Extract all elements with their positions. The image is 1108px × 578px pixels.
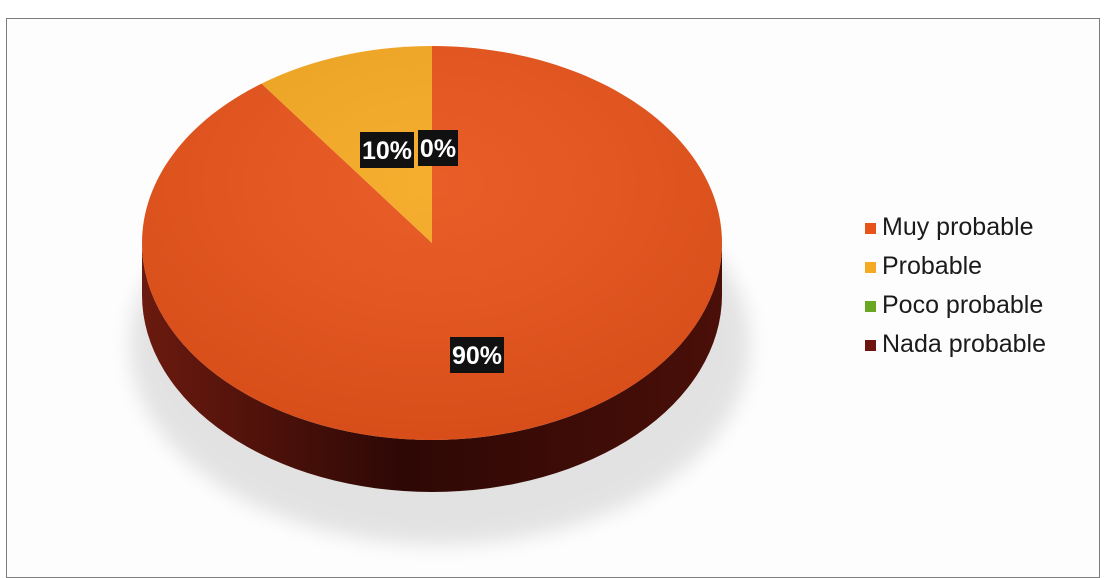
legend-item-poco-probable: Poco probable	[865, 286, 1046, 325]
data-label-text: 0%	[420, 135, 456, 163]
data-label-text: 90%	[452, 342, 502, 370]
data-label-probable: 10%	[360, 132, 414, 168]
legend-item-muy-probable: Muy probable	[865, 208, 1046, 247]
data-label-box	[360, 132, 414, 168]
legend-swatch	[865, 301, 876, 312]
legend-label: Muy probable	[882, 213, 1034, 241]
legend-swatch	[865, 340, 876, 351]
legend-label: Nada probable	[882, 330, 1047, 358]
data-label-box	[418, 130, 458, 166]
legend-swatch	[865, 223, 876, 234]
data-label-text: 10%	[362, 137, 412, 165]
legend-label: Poco probable	[882, 291, 1044, 319]
legend-label: Probable	[882, 252, 983, 280]
legend: Muy probable Probable Poco probable Nada pr…	[865, 208, 1046, 364]
legend-item-probable: Probable	[865, 247, 1046, 286]
legend-item-nada-probable: Nada probable	[865, 325, 1046, 364]
data-label-poco-probable: 0%	[418, 130, 458, 166]
data-label-box	[450, 337, 504, 373]
data-label-muy-probable: 90%	[450, 337, 504, 373]
legend-swatch	[865, 262, 876, 273]
